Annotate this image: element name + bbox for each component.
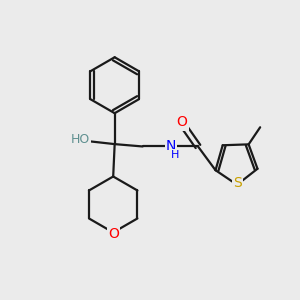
Text: O: O bbox=[177, 116, 188, 129]
Text: N: N bbox=[166, 140, 176, 154]
Text: O: O bbox=[108, 227, 118, 241]
Text: HO: HO bbox=[70, 133, 90, 146]
Text: S: S bbox=[233, 176, 242, 190]
Text: H: H bbox=[171, 150, 179, 160]
